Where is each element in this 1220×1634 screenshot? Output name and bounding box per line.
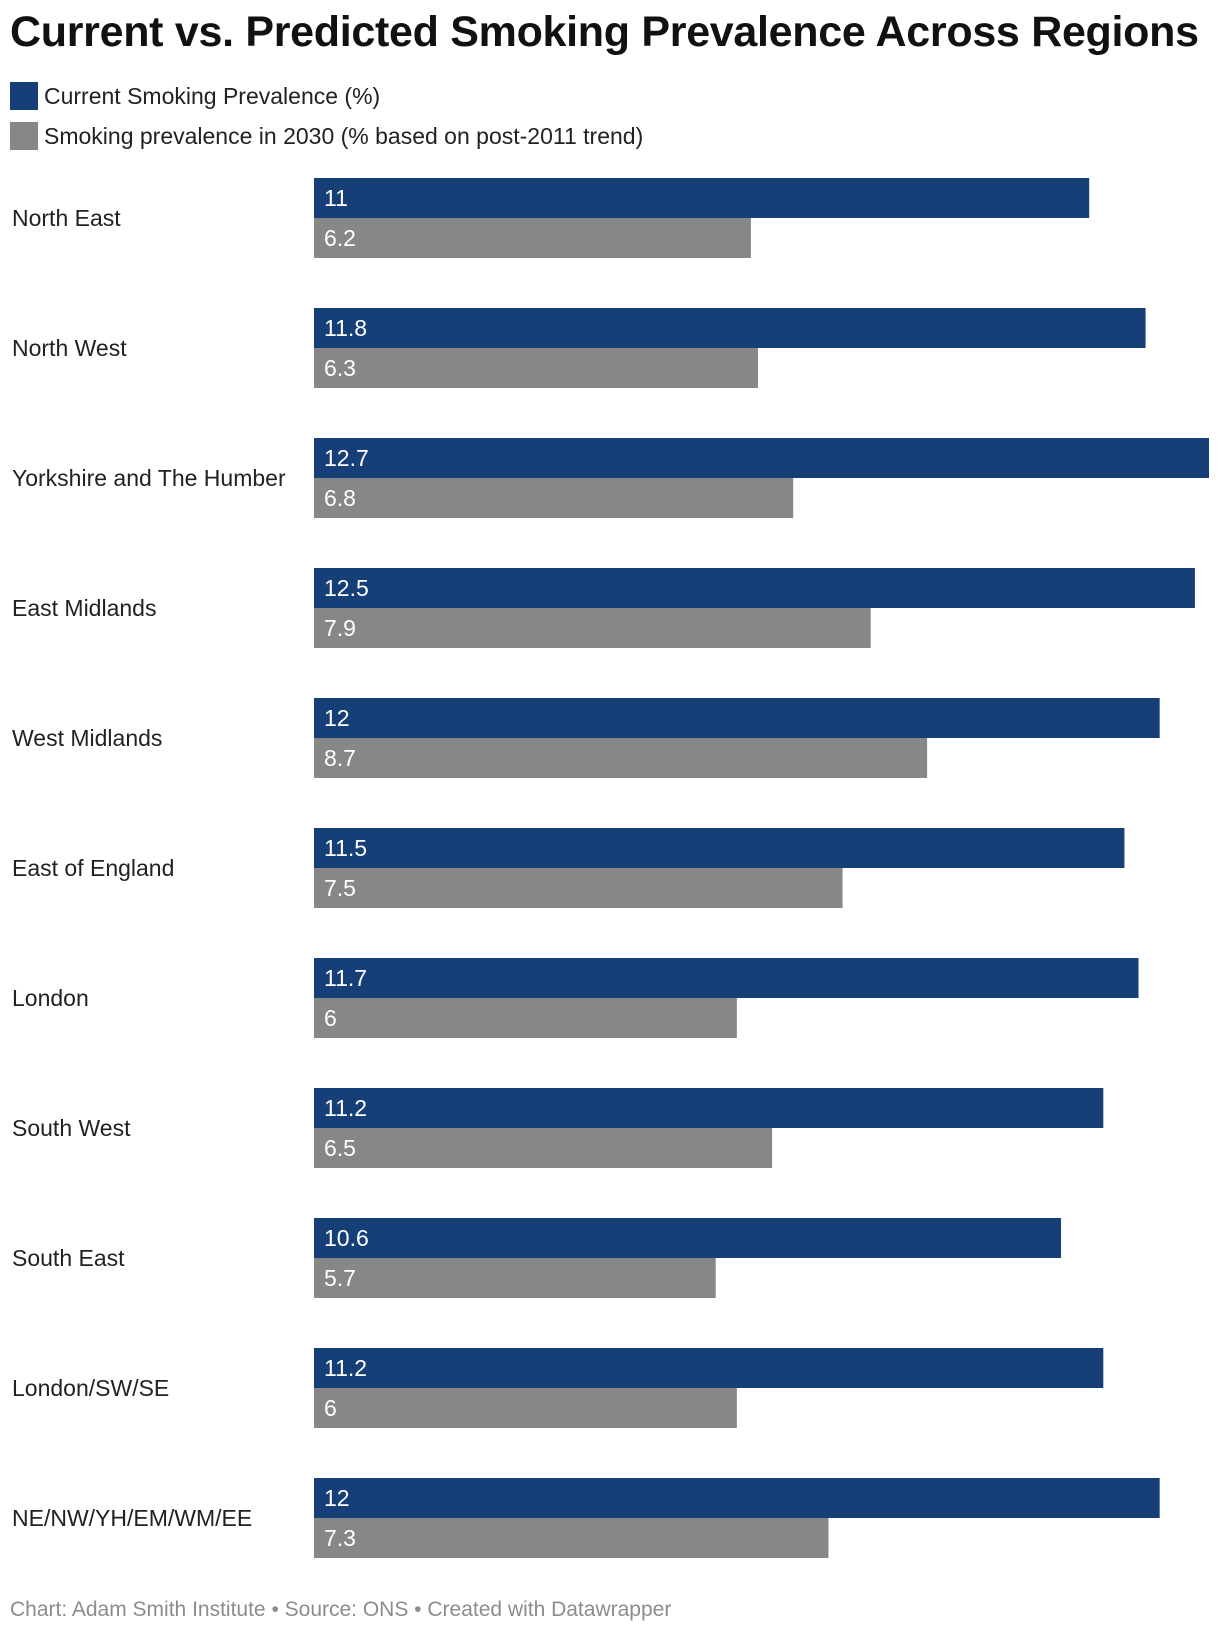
category-label: Yorkshire and The Humber	[12, 465, 286, 491]
bar-2030	[314, 1518, 829, 1558]
bar-2030	[314, 608, 871, 648]
legend: Current Smoking Prevalence (%) Smoking p…	[10, 82, 643, 162]
bar-group-east-midlands: East Midlands 12.5 7.9	[12, 568, 1195, 648]
data-label-current: 11.8	[324, 315, 367, 341]
data-label-current: 12.7	[324, 445, 369, 471]
bar-current	[314, 1478, 1160, 1518]
bar-2030	[314, 1258, 716, 1298]
category-label: North West	[12, 335, 127, 361]
bar-2030	[314, 1128, 773, 1168]
bar-group-london-sw-se: London/SW/SE 11.2 6	[12, 1348, 1104, 1428]
bar-2030	[314, 478, 794, 518]
legend-label-2030: Smoking prevalence in 2030 (% based on p…	[44, 122, 644, 149]
data-label-2030: 6	[324, 1005, 337, 1031]
category-label: North East	[12, 205, 121, 231]
data-label-current: 11.7	[324, 965, 367, 991]
bar-group-london: London 11.7 6	[12, 958, 1139, 1038]
data-label-2030: 6.8	[324, 485, 356, 511]
category-label: South West	[12, 1115, 131, 1141]
data-label-2030: 6.5	[324, 1135, 356, 1161]
bar-current	[314, 568, 1195, 608]
data-label-current: 11.2	[324, 1095, 367, 1121]
bar-current	[314, 958, 1139, 998]
bar-current	[314, 1088, 1104, 1128]
bar-2030	[314, 218, 751, 258]
bar-group-ne-nw-yh-em-wm-ee: NE/NW/YH/EM/WM/EE 12 7.3	[12, 1478, 1160, 1558]
bar-2030	[314, 998, 737, 1038]
chart-footer: Chart: Adam Smith Institute • Source: ON…	[10, 1598, 672, 1621]
bar-current	[314, 698, 1160, 738]
data-label-2030: 6.3	[324, 355, 356, 381]
data-label-2030: 6.2	[324, 225, 356, 251]
bar-group-yorkshire-and-the-humber: Yorkshire and The Humber 12.7 6.8	[12, 438, 1209, 518]
legend-label-current: Current Smoking Prevalence (%)	[44, 82, 381, 109]
bar-2030	[314, 1388, 737, 1428]
bar-group-east-of-england: East of England 11.5 7.5	[12, 828, 1125, 908]
data-label-current: 11	[324, 185, 348, 211]
legend-item-current: Current Smoking Prevalence (%)	[10, 82, 643, 110]
bar-group-north-west: North West 11.8 6.3	[12, 308, 1146, 388]
category-label: South East	[12, 1245, 125, 1271]
category-label: East Midlands	[12, 595, 156, 621]
bar-group-west-midlands: West Midlands 12 8.7	[12, 698, 1160, 778]
bar-current	[314, 438, 1209, 478]
data-label-current: 11.5	[324, 835, 367, 861]
bar-2030	[314, 348, 758, 388]
bar-group-south-east: South East 10.6 5.7	[12, 1218, 1062, 1298]
bar-group-north-east: North East 11 6.2	[12, 178, 1090, 258]
category-label: London	[12, 985, 89, 1011]
data-label-2030: 7.5	[324, 875, 356, 901]
category-label: West Midlands	[12, 725, 162, 751]
bar-2030	[314, 868, 843, 908]
data-label-current: 10.6	[324, 1225, 369, 1251]
data-label-2030: 5.7	[324, 1265, 356, 1291]
chart-title: Current vs. Predicted Smoking Prevalence…	[10, 8, 1199, 56]
data-label-2030: 7.3	[324, 1525, 356, 1551]
bar-current	[314, 828, 1125, 868]
data-label-2030: 8.7	[324, 745, 356, 771]
data-label-current: 12	[324, 705, 350, 731]
data-label-2030: 6	[324, 1395, 337, 1421]
legend-swatch-2030	[10, 122, 38, 150]
data-label-2030: 7.9	[324, 615, 356, 641]
bar-2030	[314, 738, 928, 778]
bar-current	[314, 1218, 1062, 1258]
category-label: London/SW/SE	[12, 1375, 169, 1401]
data-label-current: 12.5	[324, 575, 369, 601]
data-label-current: 11.2	[324, 1355, 367, 1381]
bar-current	[314, 1348, 1104, 1388]
bar-group-south-west: South West 11.2 6.5	[12, 1088, 1104, 1168]
category-label: East of England	[12, 855, 174, 881]
legend-item-2030: Smoking prevalence in 2030 (% based on p…	[10, 122, 643, 150]
category-label: NE/NW/YH/EM/WM/EE	[12, 1505, 252, 1531]
legend-swatch-current	[10, 82, 38, 110]
bar-current	[314, 308, 1146, 348]
bar-current	[314, 178, 1090, 218]
data-label-current: 12	[324, 1485, 350, 1511]
